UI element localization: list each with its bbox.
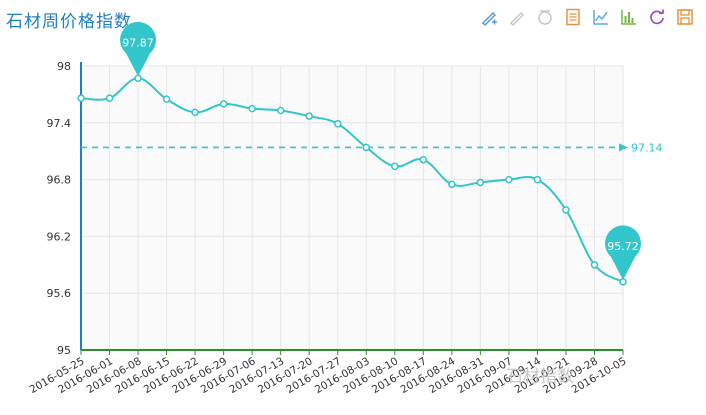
- watermark: 石材指数: [506, 367, 574, 387]
- save-icon[interactable]: [674, 6, 696, 28]
- data-point: [362, 143, 371, 152]
- restore-icon[interactable]: [534, 6, 556, 28]
- max-marker-label: 97.87: [122, 36, 154, 49]
- y-tick-label: 95.6: [47, 287, 72, 300]
- data-point: [276, 106, 285, 115]
- average-arrow: [619, 143, 628, 152]
- min-marker-label: 95.72: [607, 240, 639, 253]
- plot-area: [81, 66, 623, 350]
- data-point: [305, 112, 313, 120]
- data-point: [162, 95, 171, 103]
- data-point: [562, 206, 570, 214]
- toolbox: [478, 6, 696, 28]
- y-tick-label: 96.8: [47, 174, 72, 187]
- average-label: 97.14: [631, 141, 663, 154]
- y-tick-label: 97.4: [47, 117, 72, 130]
- data-point: [391, 162, 399, 171]
- data-point: [590, 261, 599, 269]
- data-point: [105, 94, 114, 102]
- data-point: [191, 108, 199, 117]
- data-point: [476, 178, 485, 187]
- max-marker-pin: [120, 21, 157, 77]
- data-point: [505, 175, 513, 184]
- data-zoom-icon[interactable]: [478, 6, 500, 28]
- data-point: [448, 180, 456, 189]
- line-chart-icon[interactable]: [590, 6, 612, 28]
- refresh-icon[interactable]: [646, 6, 668, 28]
- data-point: [419, 155, 428, 164]
- data-point: [77, 94, 85, 102]
- min-marker-pin: [605, 225, 642, 280]
- data-point: [333, 119, 342, 128]
- data-zoom-reset-icon[interactable]: [506, 6, 528, 28]
- y-tick-label: 98: [57, 60, 71, 73]
- data-point: [533, 175, 542, 184]
- data-point: [219, 100, 228, 108]
- chart-title: 石材周价格指数: [6, 12, 132, 32]
- y-tick-label: 95: [57, 344, 71, 357]
- data-view-icon[interactable]: [562, 6, 584, 28]
- bar-chart-icon[interactable]: [618, 6, 640, 28]
- y-tick-label: 96.2: [47, 230, 72, 243]
- data-point: [248, 104, 256, 113]
